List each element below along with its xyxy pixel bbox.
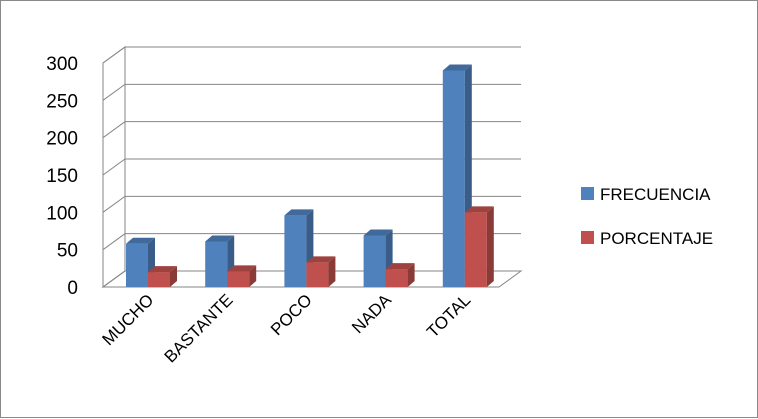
bar-porcentaje-bastante xyxy=(227,265,257,287)
x-tick-label: MUCHO xyxy=(99,290,158,349)
x-tick-label: BASTANTE xyxy=(161,290,237,366)
x-axis-labels: MUCHO BASTANTE POCO NADA TOTAL xyxy=(99,290,475,366)
legend: FRECUENCIA PORCENTAJE xyxy=(581,185,713,248)
legend-label: PORCENTAJE xyxy=(600,229,713,248)
y-tick-label: 50 xyxy=(57,241,78,262)
y-tick-label: 200 xyxy=(46,129,78,150)
gridline xyxy=(102,195,521,213)
gridline xyxy=(102,83,521,101)
gridline xyxy=(102,158,521,176)
y-tick-label: 150 xyxy=(46,166,78,187)
gridlines xyxy=(102,46,521,288)
bars xyxy=(126,64,494,287)
y-tick-label: 0 xyxy=(67,278,78,299)
bar-porcentaje-nada xyxy=(385,263,415,287)
legend-label: FRECUENCIA xyxy=(600,185,711,204)
bar-porcentaje-poco xyxy=(306,256,336,287)
bar-frecuencia-mucho xyxy=(126,237,155,287)
y-tick-label: 250 xyxy=(46,91,78,112)
bar-porcentaje-mucho xyxy=(148,266,177,287)
y-axis-ticks: 0 50 100 150 200 250 300 xyxy=(46,54,78,299)
x-tick-label: NADA xyxy=(348,290,395,337)
x-tick-label: TOTAL xyxy=(423,290,474,341)
y-tick-label: 100 xyxy=(46,203,78,224)
y-tick-label: 300 xyxy=(46,54,78,75)
gridline xyxy=(102,121,521,139)
bar-porcentaje-total xyxy=(464,206,494,287)
legend-swatch xyxy=(581,231,594,244)
x-tick-label: POCO xyxy=(267,290,316,339)
gridline xyxy=(102,46,521,64)
legend-swatch xyxy=(581,187,594,200)
